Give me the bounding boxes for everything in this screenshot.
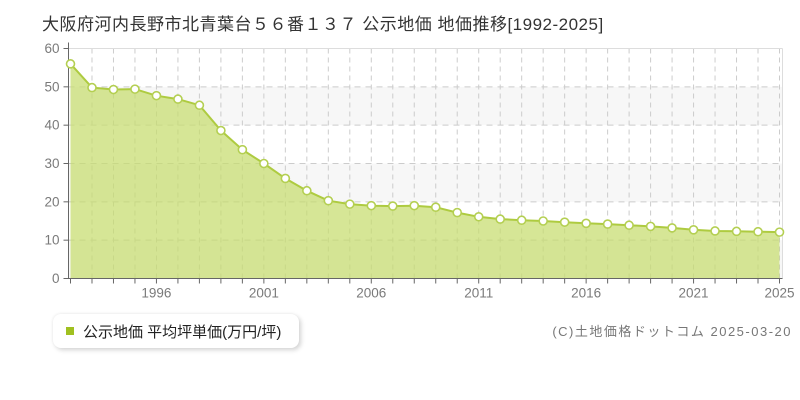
copyright-text: (C)土地価格ドットコム 2025-03-20: [552, 324, 792, 339]
x-tick-label: 2016: [571, 286, 601, 301]
legend-square-icon: [66, 327, 74, 335]
data-point: [65, 59, 76, 69]
price-line: [69, 63, 780, 234]
data-point: [345, 199, 355, 209]
x-tick-label: 2011: [464, 286, 493, 301]
data-point: [753, 226, 763, 237]
data-point: [538, 216, 548, 226]
data-point: [108, 84, 119, 95]
data-point: [516, 215, 527, 226]
data-point: [302, 185, 312, 196]
data-point: [667, 223, 677, 233]
legend-label: 公示地価 平均坪単価(万円/坪): [83, 323, 282, 341]
data-point: [731, 226, 742, 237]
data-point: [130, 84, 140, 94]
data-point: [173, 94, 183, 104]
data-point: [452, 207, 463, 218]
data-point: [280, 173, 291, 184]
y-tick-label: 0: [52, 271, 60, 286]
data-point: [473, 211, 484, 222]
price-trend-chart: 0 10 20 30 40 50 60 1996 2001 2006 2011 2016 2021 202…: [44, 41, 794, 301]
legend: 公示地価 平均坪単価(万円/坪): [53, 314, 300, 348]
x-tick-label: 2006: [356, 286, 386, 301]
data-point: [495, 214, 505, 224]
data-point: [366, 200, 377, 211]
y-tick-label: 40: [44, 118, 59, 133]
data-point: [151, 90, 162, 101]
data-point: [430, 202, 441, 212]
data-point: [259, 158, 269, 169]
x-tick-label: 2021: [679, 286, 709, 301]
data-point: [409, 200, 420, 211]
page-title: 大阪府河内長野市北青葉台５６番１３７ 公示地価 地価推移[1992-2025]: [42, 15, 604, 34]
data-point: [323, 195, 334, 206]
data-point: [774, 227, 785, 237]
x-tick-label: 2001: [249, 286, 279, 301]
data-point: [602, 219, 613, 229]
chart-canvas: 0 10 20 30 40 50 60 1996 2001 2006 2011 2016 2021 202…: [44, 41, 794, 301]
data-point: [559, 217, 570, 227]
y-tick-label: 20: [44, 194, 59, 209]
data-point: [624, 220, 634, 231]
y-tick-label: 50: [44, 79, 59, 94]
y-tick-label: 60: [44, 41, 59, 56]
data-point: [87, 82, 97, 93]
data-point: [645, 221, 656, 232]
x-tick-label: 2025: [764, 286, 794, 301]
data-point: [581, 218, 591, 229]
x-tick-label: 1996: [141, 286, 171, 301]
data-point: [688, 225, 699, 235]
data-point: [237, 144, 248, 155]
y-tick-label: 10: [44, 233, 59, 248]
data-point: [216, 125, 226, 136]
data-point: [194, 100, 205, 111]
data-point: [710, 226, 720, 236]
y-tick-label: 30: [44, 156, 59, 171]
data-point: [387, 201, 398, 211]
